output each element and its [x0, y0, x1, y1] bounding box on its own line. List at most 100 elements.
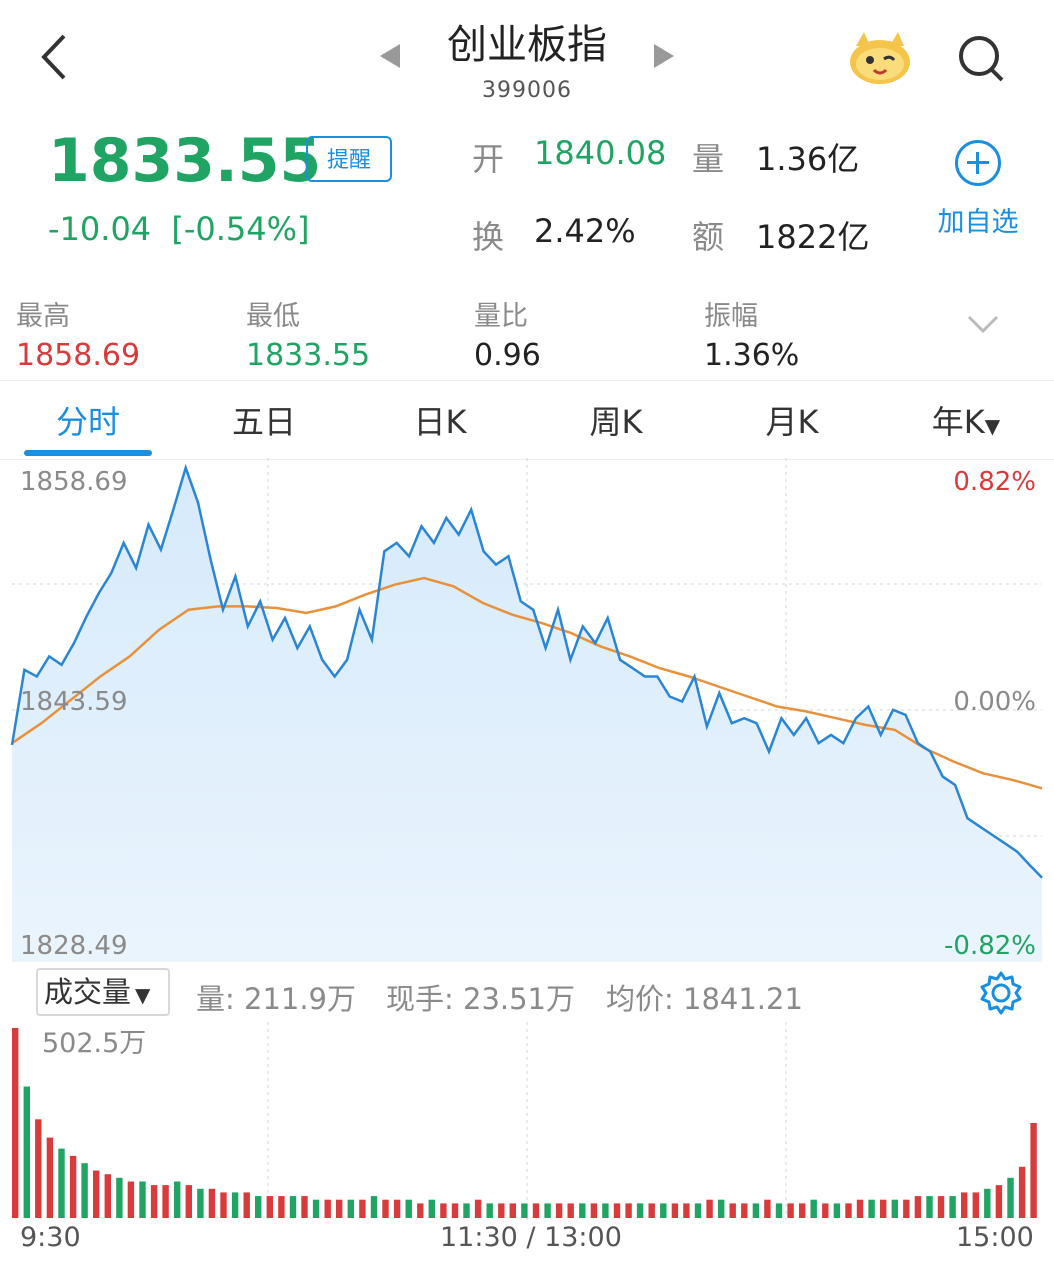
volume-bar: [660, 1203, 667, 1218]
tab-daily-k[interactable]: 日K: [413, 403, 467, 441]
volume-bar: [521, 1203, 528, 1218]
tab-yearly-k[interactable]: 年K▼: [896, 397, 1036, 443]
alert-button[interactable]: 提醒: [306, 136, 392, 182]
volume-bar: [301, 1196, 308, 1218]
avg-price-stat: 均价: 1841.21: [606, 982, 803, 1016]
volume-bar: [984, 1188, 991, 1218]
volume-bar: [949, 1196, 956, 1218]
volume-bar: [544, 1203, 551, 1218]
volume-bar: [822, 1203, 829, 1218]
volume-bar: [579, 1203, 586, 1218]
tab-indicator: [24, 450, 152, 456]
volume-bar: [405, 1199, 412, 1218]
amount-label: 额: [692, 218, 725, 256]
volume-bar: [150, 1185, 158, 1218]
stat-volratio-label: 量比: [474, 301, 528, 332]
price-line: [10, 463, 1043, 879]
volume-bar: [833, 1203, 841, 1218]
volume-bar: [197, 1188, 204, 1218]
tab-weekly-k[interactable]: 周K: [589, 403, 643, 441]
volume-bar: [532, 1203, 540, 1218]
volume-grid: [267, 1022, 787, 1220]
caret-down-icon: ▼: [135, 983, 151, 1007]
chart-tabs: 分时 五日 日K 周K 月K 年K▼: [0, 380, 1054, 460]
volume-bar: [775, 1203, 783, 1218]
volume-bar: [486, 1203, 493, 1218]
volume-value: 1.36亿: [756, 140, 860, 178]
volume-bar: [69, 1155, 77, 1218]
volume-bar: [648, 1203, 655, 1218]
pct-mid-label: 0.00%: [953, 687, 1036, 717]
volume-bar: [359, 1199, 366, 1218]
volume-bar: [972, 1192, 979, 1218]
stat-volratio-value: 0.96: [474, 338, 541, 373]
tab-monthly-k[interactable]: 月K: [765, 403, 819, 441]
volume-bar: [636, 1203, 644, 1218]
volume-bar: [1030, 1123, 1037, 1218]
tab-five-day[interactable]: 五日: [231, 403, 296, 441]
tab-yearly-k-label: 年K: [931, 403, 985, 441]
back-button[interactable]: [34, 30, 78, 84]
time-label-close: 15:00: [956, 1222, 1034, 1253]
volume-bar: [868, 1199, 875, 1218]
volume-bar: [278, 1196, 285, 1218]
volume-bar: [856, 1199, 864, 1218]
volume-bar: [799, 1203, 806, 1218]
price-mid-label: 1843.59: [20, 687, 128, 717]
volume-bar: [370, 1196, 378, 1218]
prev-index-arrow-icon[interactable]: [380, 44, 400, 68]
volume-bar: [613, 1203, 621, 1218]
volume-bar: [243, 1192, 250, 1218]
next-index-arrow-icon[interactable]: [654, 44, 674, 68]
stat-high-value: 1858.69: [16, 338, 141, 373]
volume-bar: [718, 1199, 725, 1218]
volume-bar: [590, 1203, 598, 1218]
volume-bar: [58, 1148, 65, 1218]
volume-bar: [602, 1203, 609, 1218]
stat-low-value: 1833.55: [246, 338, 371, 373]
average-price-line: [11, 576, 1043, 790]
add-favorite-label: 加自选: [937, 207, 1019, 238]
volume-bar: [764, 1199, 771, 1218]
settings-button[interactable]: [978, 970, 1024, 1016]
volume-bar: [336, 1199, 343, 1218]
volume-bar: [891, 1199, 898, 1218]
indicator-select[interactable]: 成交量 ▼: [36, 968, 170, 1016]
volume-bar: [35, 1119, 42, 1218]
volume-bar: [926, 1196, 933, 1218]
expand-stats-button[interactable]: [966, 312, 1000, 336]
volume-bar: [231, 1192, 239, 1218]
volume-bar: [903, 1199, 910, 1218]
volume-bar: [266, 1196, 273, 1218]
volume-bar: [312, 1199, 320, 1218]
stat-amplitude-value: 1.36%: [704, 338, 800, 373]
time-label-midday: 11:30 / 13:00: [440, 1222, 622, 1253]
tab-intraday[interactable]: 分时: [55, 403, 120, 441]
search-icon: [959, 36, 1004, 82]
volume-bar: [1007, 1177, 1014, 1218]
change-percent: [-0.54%]: [171, 210, 310, 248]
stat-low-label: 最低: [246, 301, 300, 332]
search-button[interactable]: [956, 32, 1006, 84]
volume-bar: [116, 1177, 123, 1218]
volume-bar: [671, 1203, 679, 1218]
current-hand-stat: 现手: 23.51万: [386, 982, 576, 1016]
change-value: -10.04: [48, 210, 152, 248]
volume-bar: [162, 1185, 169, 1218]
volume-bar: [104, 1174, 111, 1218]
volume-bar: [347, 1199, 354, 1218]
volume-bar: [428, 1199, 435, 1218]
mascot-icon[interactable]: [846, 28, 914, 86]
indicator-select-label: 成交量: [44, 975, 132, 1009]
volume-bar: [81, 1163, 88, 1218]
price-high-label: 1858.69: [20, 467, 128, 497]
volume-bar: [845, 1203, 852, 1218]
volume-bar: [127, 1181, 135, 1218]
add-favorite-button[interactable]: 加自选: [935, 140, 1021, 239]
volume-bar: [208, 1188, 216, 1218]
intraday-price-chart[interactable]: 1858.69 1843.59 1828.49 0.82% 0.00% -0.8…: [0, 458, 1054, 964]
volume-bar: [625, 1203, 632, 1218]
open-label: 开: [472, 140, 505, 178]
volume-bar: [810, 1199, 817, 1218]
volume-chart[interactable]: 502.5万: [0, 1022, 1054, 1220]
